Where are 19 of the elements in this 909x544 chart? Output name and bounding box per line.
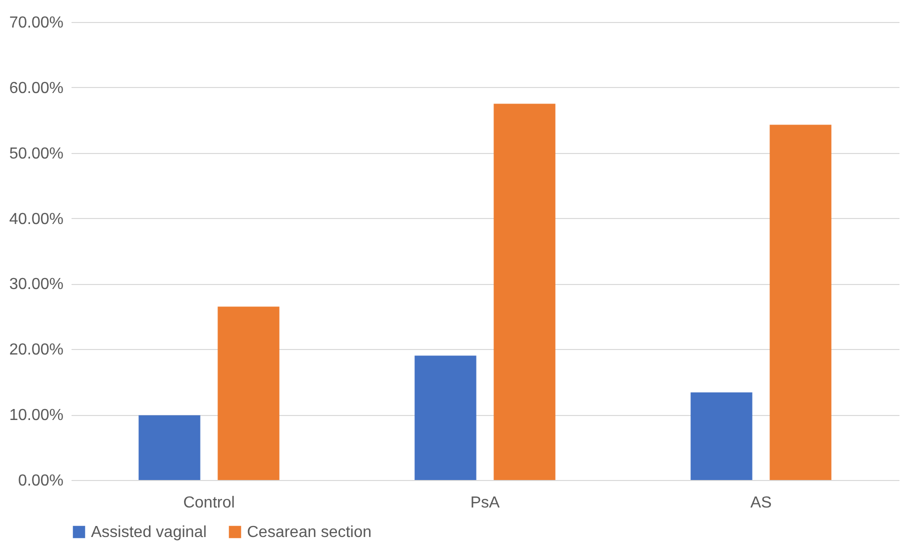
y-tick-label: 40.00% (9, 210, 64, 228)
x-tick-label: PsA (470, 494, 500, 512)
bar (494, 104, 556, 480)
x-tick-label: Control (183, 494, 235, 512)
y-tick-label: 70.00% (9, 14, 64, 32)
bar (770, 124, 832, 480)
bar (690, 392, 752, 480)
y-tick-label: 20.00% (9, 342, 64, 359)
x-tick-label: AS (750, 494, 772, 512)
legend-label: Cesarean section (247, 524, 372, 541)
y-tick-label: 50.00% (9, 145, 64, 162)
y-tick-label: 60.00% (9, 80, 64, 97)
bar (218, 306, 280, 480)
legend-label: Assisted vaginal (91, 524, 207, 541)
y-tick-label: 30.00% (9, 276, 64, 294)
y-tick-label: 0.00% (18, 472, 64, 490)
bar (138, 415, 200, 480)
y-tick-label: 10.00% (9, 407, 64, 424)
bar (414, 356, 476, 480)
